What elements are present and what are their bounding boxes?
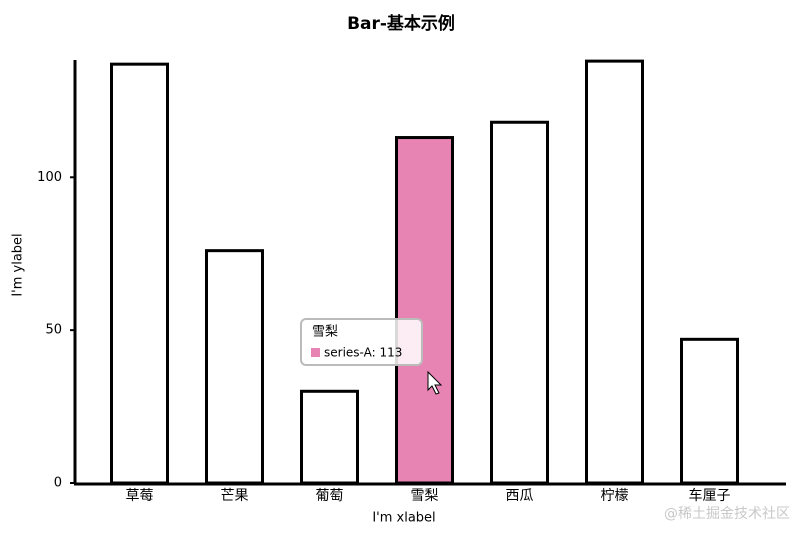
bar: [680, 337, 739, 485]
tooltip-title: 雪梨: [312, 325, 338, 340]
bar: [205, 249, 264, 485]
watermark: @稀土掘金技术社区: [664, 506, 790, 522]
tooltip-box: [300, 318, 423, 366]
x-tick-label: 柠檬: [601, 488, 629, 504]
x-tick-label: 车厘子: [689, 487, 731, 504]
x-axis-label: I'm xlabel: [372, 511, 435, 526]
bar: [395, 136, 454, 485]
x-tick-label: 葡萄: [316, 488, 344, 504]
y-tick-label: 100: [37, 170, 62, 185]
bar: [490, 120, 549, 485]
y-axis-label: I'm ylabel: [11, 233, 26, 296]
bar: [110, 62, 169, 485]
x-tick-label: 雪梨: [411, 488, 439, 504]
bar: [300, 389, 359, 485]
chart-title: Bar-基本示例: [347, 13, 455, 34]
y-tick-label: 50: [45, 323, 62, 338]
y-tick-label: 0: [54, 476, 62, 491]
tooltip-swatch: [311, 348, 320, 357]
tooltip-text: series-A: 113: [324, 346, 402, 360]
bar: [585, 59, 644, 485]
x-tick-label: 芒果: [221, 488, 249, 504]
x-tick-label: 西瓜: [506, 488, 534, 504]
tooltip: 雪梨 series-A: 113: [300, 318, 423, 366]
x-tick-label: 草莓: [126, 488, 154, 504]
cursor: [427, 370, 443, 395]
